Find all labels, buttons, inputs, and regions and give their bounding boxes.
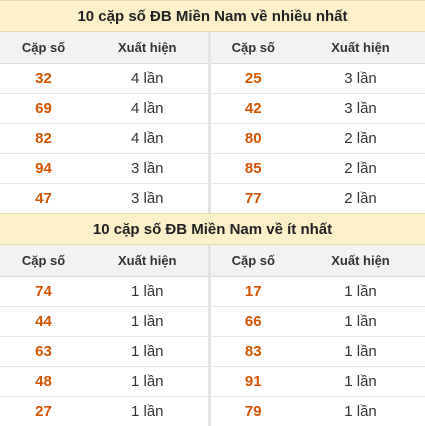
pair-number: 66: [209, 307, 296, 337]
pair-count: 1 lần: [296, 337, 425, 367]
pair-number: 32: [0, 64, 87, 94]
header-pair: Cặp số: [209, 32, 296, 64]
header-pair: Cặp số: [209, 245, 296, 277]
table-header-row: Cặp số Xuất hiện Cặp số Xuất hiện: [0, 32, 425, 64]
pair-count: 1 lần: [87, 367, 209, 397]
table-row: 48 1 lần 91 1 lần: [0, 367, 425, 397]
pair-count: 1 lần: [296, 277, 425, 307]
header-count: Xuất hiện: [296, 32, 425, 64]
pair-number: 44: [0, 307, 87, 337]
pair-number: 63: [0, 337, 87, 367]
pair-count: 3 lần: [87, 154, 209, 184]
table-row: 44 1 lần 66 1 lần: [0, 307, 425, 337]
pair-number: 27: [0, 397, 87, 426]
pair-number: 77: [209, 184, 296, 214]
pair-number: 47: [0, 184, 87, 214]
table-row: 27 1 lần 79 1 lần: [0, 397, 425, 426]
header-count: Xuất hiện: [296, 245, 425, 277]
pair-count: 2 lần: [296, 154, 425, 184]
table-row: 69 4 lần 42 3 lần: [0, 94, 425, 124]
pair-count: 2 lần: [296, 184, 425, 214]
pair-count: 1 lần: [87, 337, 209, 367]
header-count: Xuất hiện: [87, 245, 209, 277]
pair-count: 4 lần: [87, 94, 209, 124]
pair-number: 79: [209, 397, 296, 426]
header-pair: Cặp số: [0, 32, 87, 64]
pair-number: 83: [209, 337, 296, 367]
pair-number: 82: [0, 124, 87, 154]
table-row: 32 4 lần 25 3 lần: [0, 64, 425, 94]
most-frequent-title: 10 cặp số ĐB Miền Nam về nhiều nhất: [0, 0, 425, 32]
pair-number: 74: [0, 277, 87, 307]
least-frequent-title: 10 cặp số ĐB Miền Nam về ít nhất: [0, 213, 425, 245]
table-row: 82 4 lần 80 2 lần: [0, 124, 425, 154]
pair-count: 2 lần: [296, 124, 425, 154]
header-pair: Cặp số: [0, 245, 87, 277]
pair-count: 1 lần: [296, 307, 425, 337]
pair-count: 1 lần: [87, 397, 209, 426]
header-count: Xuất hiện: [87, 32, 209, 64]
pair-number: 69: [0, 94, 87, 124]
pair-number: 17: [209, 277, 296, 307]
pair-count: 1 lần: [87, 307, 209, 337]
pair-number: 48: [0, 367, 87, 397]
most-frequent-table: Cặp số Xuất hiện Cặp số Xuất hiện 32 4 l…: [0, 32, 425, 213]
pair-number: 85: [209, 154, 296, 184]
table-row: 94 3 lần 85 2 lần: [0, 154, 425, 184]
pair-count: 1 lần: [87, 277, 209, 307]
pair-number: 42: [209, 94, 296, 124]
pair-count: 3 lần: [296, 94, 425, 124]
pair-number: 80: [209, 124, 296, 154]
pair-count: 4 lần: [87, 64, 209, 94]
pair-count: 3 lần: [87, 184, 209, 214]
pair-count: 4 lần: [87, 124, 209, 154]
table-row: 47 3 lần 77 2 lần: [0, 184, 425, 214]
pair-number: 25: [209, 64, 296, 94]
table-row: 63 1 lần 83 1 lần: [0, 337, 425, 367]
pair-count: 1 lần: [296, 367, 425, 397]
pair-number: 91: [209, 367, 296, 397]
table-header-row: Cặp số Xuất hiện Cặp số Xuất hiện: [0, 245, 425, 277]
pair-count: 3 lần: [296, 64, 425, 94]
pair-count: 1 lần: [296, 397, 425, 426]
pair-number: 94: [0, 154, 87, 184]
least-frequent-table: Cặp số Xuất hiện Cặp số Xuất hiện 74 1 l…: [0, 245, 425, 426]
table-row: 74 1 lần 17 1 lần: [0, 277, 425, 307]
